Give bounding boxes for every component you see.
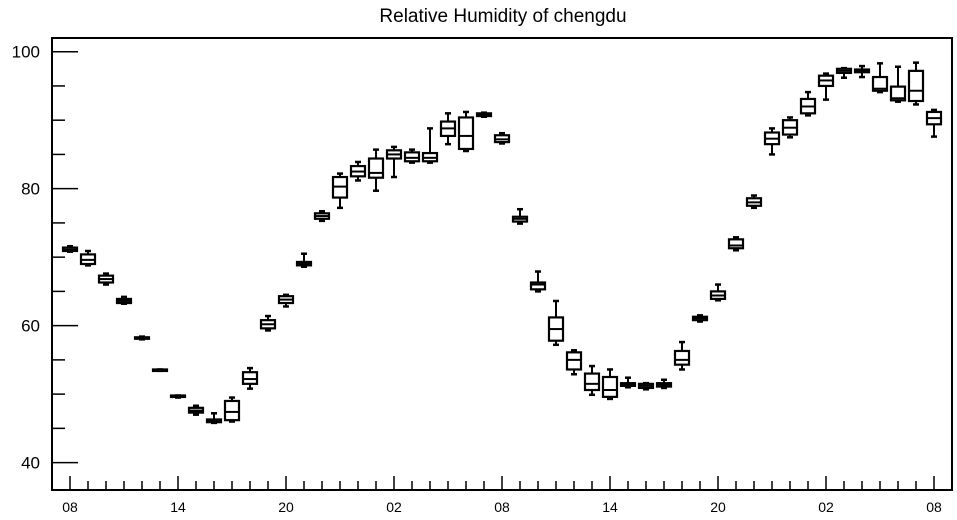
box-plot [61,244,79,253]
box-plot [655,378,673,390]
box-plot [241,366,259,390]
box-plot [637,381,655,391]
box-plot [601,368,619,401]
x-tick-label: 08 [926,499,942,515]
box-plot [925,108,943,138]
box-plot [367,148,385,192]
iqr-box [223,399,241,422]
box-plot [691,314,709,323]
box-plot [799,90,817,117]
x-tick-label: 20 [710,499,726,515]
box-plot [439,112,457,146]
x-tick-label: 02 [818,499,834,515]
iqr-box [889,85,907,102]
box-plot [835,66,853,79]
box-plot [223,396,241,423]
x-tick-label: 08 [494,499,510,515]
box-plot [709,283,727,302]
iqr-box [457,116,475,151]
box-plot [853,64,871,79]
box-plot [151,368,169,373]
x-tick-label: 14 [170,499,186,515]
box-plot [583,364,601,397]
iqr-box [565,351,583,371]
iqr-box [583,372,601,392]
box-plot [727,236,745,252]
y-tick-label: 40 [21,454,40,473]
box-plot [907,61,925,106]
box-plot [331,172,349,210]
box-plot [619,376,637,389]
box-plot [205,412,223,425]
box-plot [421,127,439,164]
box-plot [781,116,799,139]
box-plot [97,272,115,286]
iqr-box [601,375,619,398]
box-plot [277,293,295,308]
iqr-box [673,349,691,366]
iqr-box [727,238,745,250]
box-plot [187,404,205,416]
box-plot [871,62,889,94]
box-plot [349,160,367,182]
box-plot [79,249,97,267]
iqr-box [241,371,259,385]
box-series [61,61,943,425]
box-plot [817,72,835,101]
box-plot [763,127,781,156]
box-plot [547,299,565,347]
iqr-box [403,151,421,163]
box-plot [403,148,421,164]
box-plot [115,295,133,305]
y-axis: 40 60 80 100 [12,43,78,473]
y-tick-label: 80 [21,180,40,199]
box-plot [169,394,187,399]
iqr-box [367,157,385,179]
box-plot [259,314,277,332]
plot-frame [51,37,953,491]
box-plot [529,270,547,293]
box-plot [565,349,583,376]
box-plot [475,111,493,119]
box-plot [385,145,403,179]
box-plot [673,340,691,371]
box-plot [133,335,151,341]
box-plot [457,110,475,153]
box-plot [295,252,313,268]
box-plot [493,131,511,145]
y-tick-label: 60 [21,317,40,336]
iqr-box [871,75,889,92]
box-plot [313,210,331,223]
box-plot [745,194,763,210]
chart-title: Relative Humidity of chengdu [379,6,626,27]
x-tick-label: 02 [386,499,402,515]
x-tick-label: 14 [602,499,618,515]
box-plot [511,207,529,225]
y-tick-label: 100 [12,43,40,62]
x-tick-label: 20 [278,499,294,515]
x-axis: 08 14 20 02 08 14 20 02 08 [62,476,942,515]
x-tick-label: 08 [62,499,78,515]
box-plot [889,65,907,103]
iqr-box [907,69,925,103]
iqr-box [529,281,547,291]
